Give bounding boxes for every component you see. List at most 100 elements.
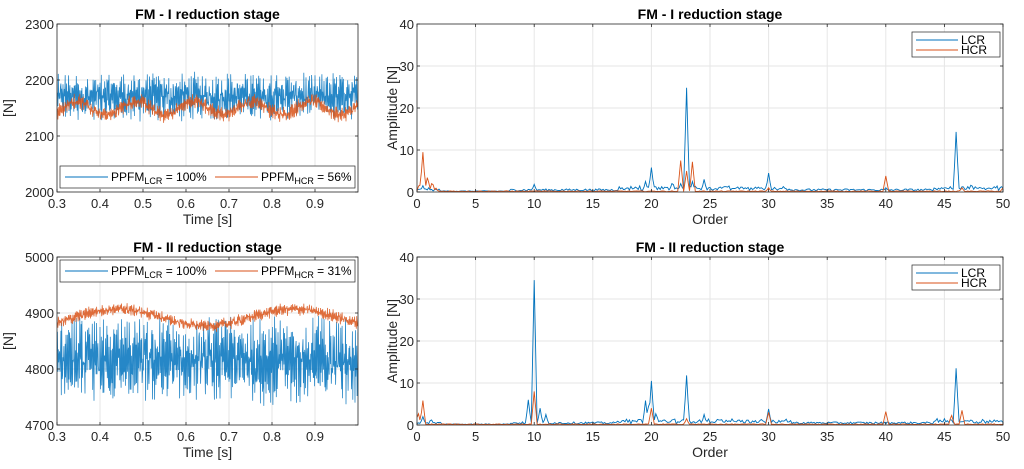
axes-box xyxy=(56,23,359,193)
y-tick-label: 10 xyxy=(400,376,414,391)
y-tick-label: 10 xyxy=(400,143,414,158)
series-line-hcr xyxy=(57,303,358,332)
data-layer xyxy=(57,71,358,123)
chart-title: FM - II reduction stage xyxy=(133,239,282,255)
legend: PPFMLCR = 100% PPFMHCR = 56% xyxy=(59,165,356,189)
x-tick-label: 25 xyxy=(703,429,717,444)
legend-label-lcr: PPFMLCR = 100% xyxy=(111,264,207,280)
y-tick-label: 4700 xyxy=(25,418,54,433)
x-tick-label: 0.5 xyxy=(134,429,152,444)
y-tick-label: 40 xyxy=(400,250,414,265)
y-tick-label: 2000 xyxy=(25,185,54,200)
x-tick-label: 45 xyxy=(937,429,951,444)
x-tick-label: 0.6 xyxy=(177,196,195,211)
x-tick-label: 50 xyxy=(996,429,1010,444)
x-tick-label: 15 xyxy=(586,196,600,211)
x-tick-label: 30 xyxy=(761,196,775,211)
x-tick-label: 45 xyxy=(937,196,951,211)
y-tick-label: 0 xyxy=(407,418,414,433)
x-tick-label: 35 xyxy=(820,429,834,444)
legend-label-lcr: LCR xyxy=(961,266,985,280)
series-line-lcr xyxy=(57,71,358,122)
axes-box xyxy=(56,256,359,426)
x-tick-label: 20 xyxy=(644,196,658,211)
x-tick-label: 40 xyxy=(879,196,893,211)
x-tick-label: 0.4 xyxy=(91,196,109,211)
x-tick-label: 10 xyxy=(527,429,541,444)
chart-title: FM - I reduction stage xyxy=(638,6,783,22)
y-tick-label: 30 xyxy=(400,59,414,74)
x-tick-label: 5 xyxy=(472,196,479,211)
series-line-hcr xyxy=(57,93,358,123)
legend-main: PPFM xyxy=(111,264,144,278)
legend-main: PPFM xyxy=(261,264,294,278)
legend-label-lcr: LCR xyxy=(961,33,985,47)
legend-box xyxy=(59,165,356,189)
chart-spec1: 0 5 10 15 20 25 30 35 40 45 50 0 10 20 30 40 FM - I redu… xyxy=(384,6,1010,227)
legend-box xyxy=(911,31,1001,58)
legend-subscript: HCR xyxy=(294,176,314,186)
chart-time1: 0.3 0.4 0.5 0.6 0.7 0.8 0.9 2000 2100 2200 2300 FM … xyxy=(0,6,359,227)
y-axis-label: [N] xyxy=(0,99,16,117)
x-tick-label: 0.9 xyxy=(306,196,324,211)
x-tick-label: 0.3 xyxy=(48,429,66,444)
x-tick-label: 0.5 xyxy=(134,196,152,211)
x-tick-label: 0.7 xyxy=(220,429,238,444)
x-axis-label: Time [s] xyxy=(183,211,232,227)
legend-label-lcr: PPFMLCR = 100% xyxy=(111,170,207,186)
x-tick-label: 10 xyxy=(527,196,541,211)
x-tick-label: 0.6 xyxy=(177,429,195,444)
x-tick-label: 0.9 xyxy=(306,429,324,444)
x-tick-label: 0.8 xyxy=(263,429,281,444)
x-axis-label: Time [s] xyxy=(183,444,232,460)
y-tick-label: 20 xyxy=(400,334,414,349)
y-tick-label: 2100 xyxy=(25,129,54,144)
x-tick-label: 30 xyxy=(761,429,775,444)
y-tick-label: 4800 xyxy=(25,362,54,377)
y-tick-label: 40 xyxy=(400,17,414,32)
legend-value: = 100% xyxy=(162,170,207,184)
x-tick-label: 0.4 xyxy=(91,429,109,444)
chart-spec2: 0 5 10 15 20 25 30 35 40 45 50 0 10 20 30 40 FM - II red… xyxy=(384,239,1010,460)
y-axis-label: Amplitude [N] xyxy=(384,66,400,150)
legend-subscript: LCR xyxy=(144,176,163,186)
y-tick-label: 2200 xyxy=(25,73,54,88)
legend-label-hcr: HCR xyxy=(961,276,987,290)
legend-box xyxy=(911,264,1001,291)
legend-main: PPFM xyxy=(111,170,144,184)
y-tick-label: 30 xyxy=(400,292,414,307)
data-layer xyxy=(57,303,358,406)
x-tick-label: 0.8 xyxy=(263,196,281,211)
chart-time2: 0.3 0.4 0.5 0.6 0.7 0.8 0.9 4700 4800 4900 5000 FM … xyxy=(0,239,359,460)
legend-label-hcr: PPFMHCR = 31% xyxy=(261,264,352,280)
y-tick-label: 2300 xyxy=(25,17,54,32)
x-tick-label: 0.7 xyxy=(220,196,238,211)
legend-box xyxy=(59,259,356,283)
series-line-lcr xyxy=(57,315,358,406)
y-axis-label: Amplitude [N] xyxy=(384,299,400,383)
x-tick-label: 20 xyxy=(644,429,658,444)
x-tick-label: 0.3 xyxy=(48,196,66,211)
legend-main: PPFM xyxy=(261,170,294,184)
x-axis-label: Order xyxy=(692,211,728,227)
x-tick-label: 35 xyxy=(820,196,834,211)
legend-value: = 31% xyxy=(314,264,352,278)
chart-title: FM - I reduction stage xyxy=(135,6,280,22)
x-tick-label: 25 xyxy=(703,196,717,211)
legend-value: = 100% xyxy=(162,264,207,278)
chart-title: FM - II reduction stage xyxy=(636,239,785,255)
y-axis-label: [N] xyxy=(0,332,16,350)
x-tick-label: 40 xyxy=(879,429,893,444)
x-axis-label: Order xyxy=(692,444,728,460)
legend-label-hcr: PPFMHCR = 56% xyxy=(261,170,352,186)
y-tick-label: 20 xyxy=(400,101,414,116)
legend-subscript: LCR xyxy=(144,270,163,280)
legend-label-hcr: HCR xyxy=(961,43,987,57)
x-tick-label: 5 xyxy=(472,429,479,444)
y-tick-label: 0 xyxy=(407,185,414,200)
x-tick-label: 0 xyxy=(413,196,420,211)
series-line-lcr xyxy=(417,87,1003,192)
